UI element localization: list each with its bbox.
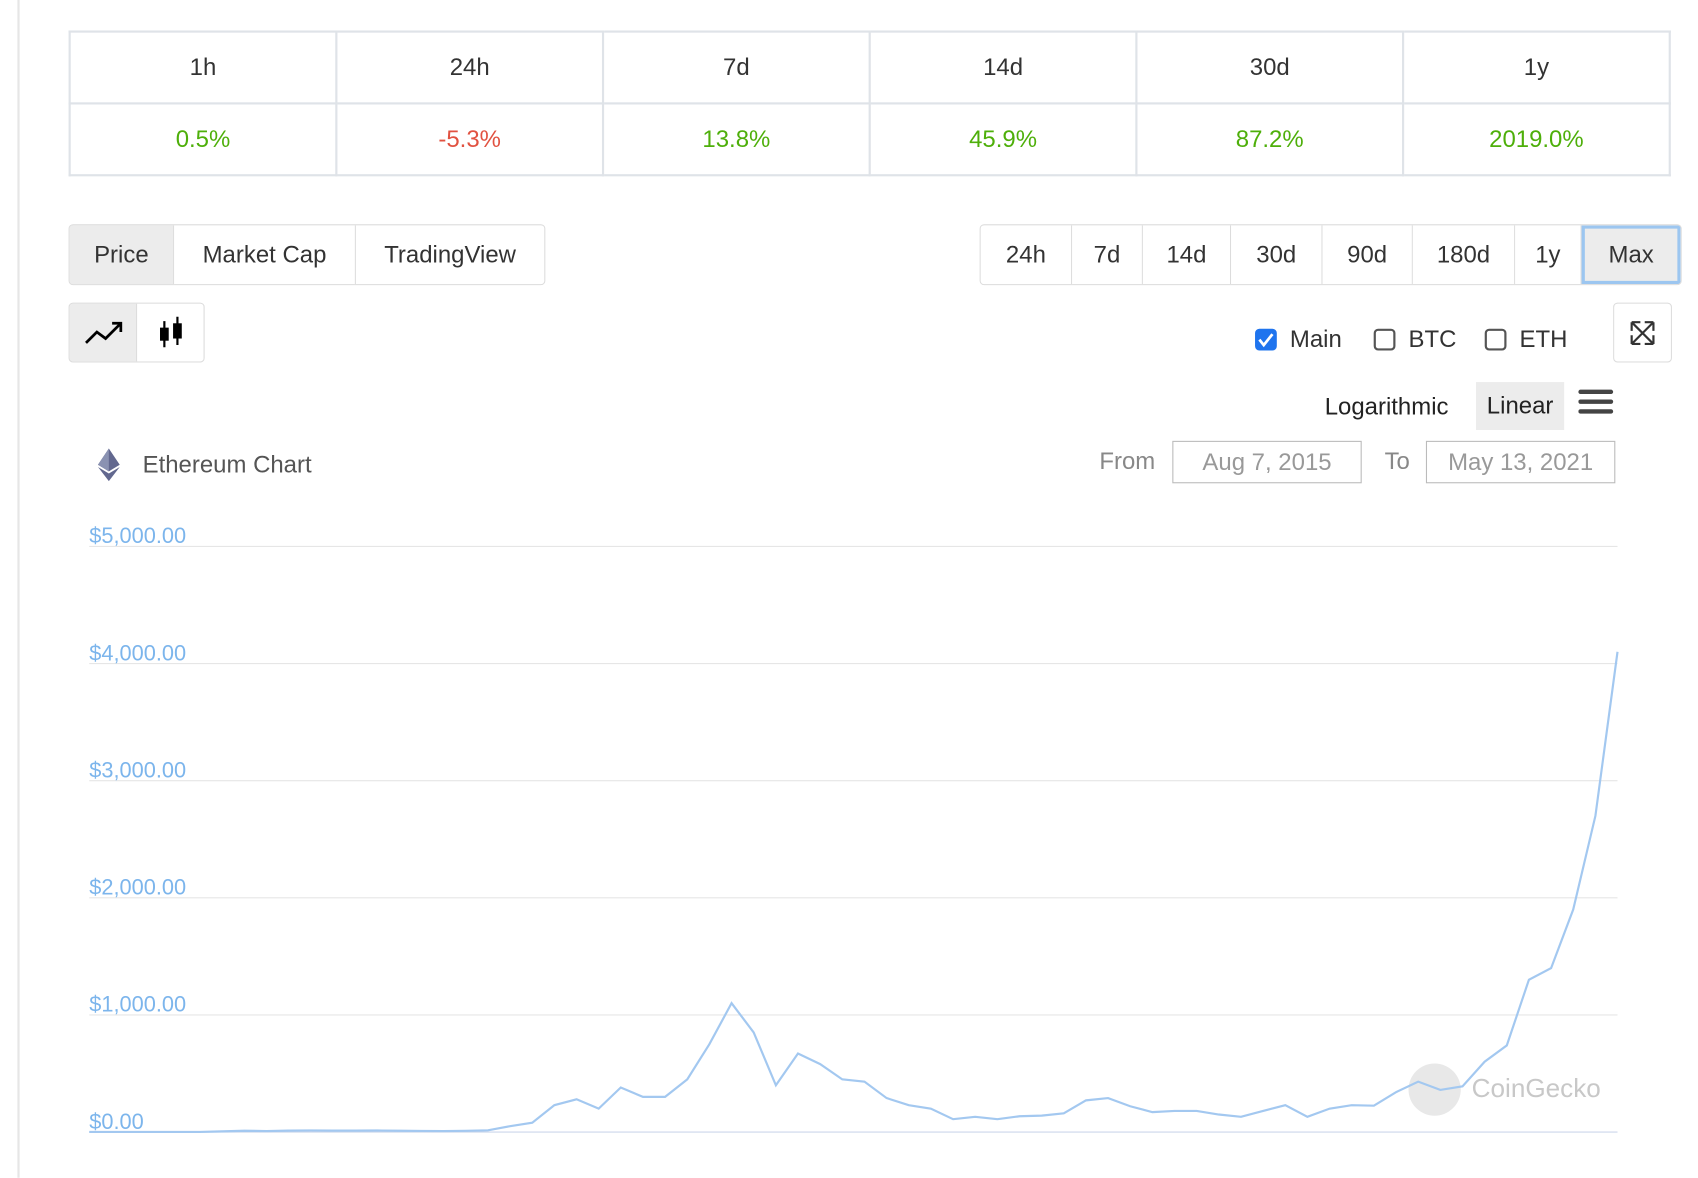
period-change: 13.8% [601,102,871,177]
y-tick-label: $4,000.00 [89,640,186,665]
compare-checkbox[interactable] [1255,328,1277,351]
range-button[interactable]: 7d [1072,225,1143,285]
chart-tab[interactable]: TradingView [355,225,545,285]
period-change: 45.9% [868,102,1138,177]
price-line [89,651,1619,1134]
chart-tab[interactable]: Market Cap [174,225,356,285]
expand-button-box [1613,302,1672,363]
range-button[interactable]: 30d [1231,225,1323,285]
watermark-logo [1408,1063,1461,1116]
period-header: 1y [1401,30,1671,105]
y-tick-label: $1,000.00 [89,992,186,1017]
period-header: 7d [601,30,871,105]
from-label: From [1099,447,1156,475]
chart-tabs: Price Market Cap TradingView [68,224,546,286]
to-date[interactable]: May 13, 2021 [1425,440,1616,484]
compare-label: ETH [1519,325,1568,353]
period-header: 24h [335,30,605,105]
candle-style-button[interactable] [137,303,204,362]
compare-label: Main [1289,325,1342,353]
range-buttons: 24h 7d 14d 30d 90d 180d 1y Max [979,224,1682,286]
range-button[interactable]: Max [1581,225,1681,285]
to-label: To [1384,447,1410,475]
range-button[interactable]: 24h [980,225,1073,285]
chart-style [68,302,205,363]
period-change: -5.3% [335,102,605,177]
compare-label: BTC [1408,325,1457,353]
range-button[interactable]: 14d [1142,225,1232,285]
period-header: 1h [68,30,338,105]
expand-button[interactable] [1614,303,1671,362]
y-tick-label: $3,000.00 [89,757,186,782]
watermark: CoinGecko [1472,1073,1601,1103]
period-change: 0.5% [68,102,338,177]
range-button[interactable]: 90d [1322,225,1413,285]
from-date[interactable]: Aug 7, 2015 [1172,440,1362,484]
sidebar-border [17,0,20,1178]
scale-option[interactable]: Logarithmic [1324,392,1449,421]
period-change: 87.2% [1135,102,1405,177]
eth-logo [97,448,120,482]
menu-icon[interactable] [1578,388,1615,418]
period-header: 14d [868,30,1138,105]
scale-option[interactable]: Linear [1476,382,1565,430]
y-tick-label: $2,000.00 [89,875,186,900]
y-tick-label: $5,000.00 [89,523,186,548]
range-button[interactable]: 180d [1412,225,1516,285]
period-change: 2019.0% [1401,102,1671,177]
line-style-button[interactable] [69,303,138,362]
chart-tab[interactable]: Price [69,225,175,285]
y-tick-label: $0.00 [89,1109,143,1134]
period-header: 30d [1135,30,1405,105]
chart-title: Ethereum Chart [142,450,312,478]
compare-checkbox[interactable] [1373,328,1396,351]
compare-checkbox[interactable] [1484,328,1507,351]
performance-table: 1h 24h 7d 14d 30d 1y 0.5% -5.3% 13.8% 45.9% 87.2% 2… [68,30,1671,177]
range-button[interactable]: 1y [1515,225,1582,285]
